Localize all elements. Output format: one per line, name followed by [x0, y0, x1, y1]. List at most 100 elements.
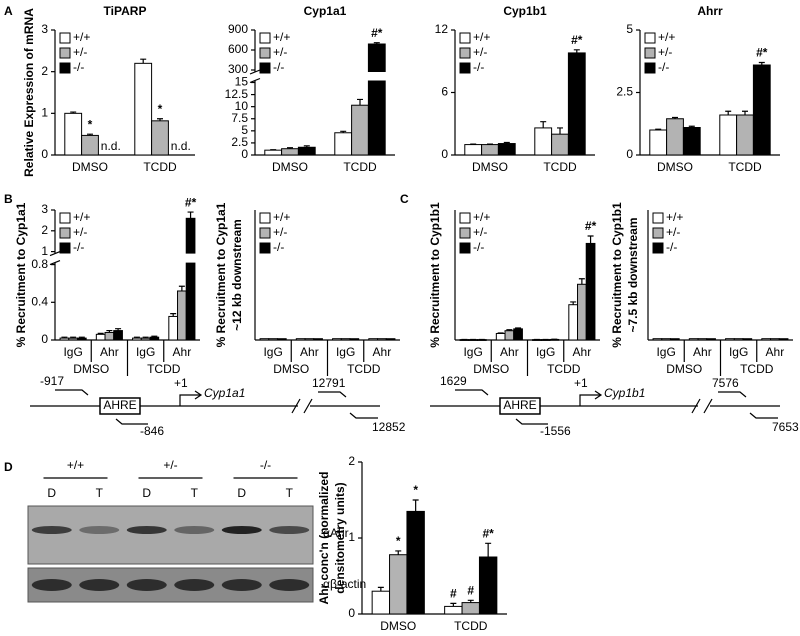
- bar: [264, 149, 283, 156]
- x-tick-label: IgG: [536, 345, 555, 359]
- panel-label: C: [400, 192, 409, 206]
- error-bar: [688, 125, 695, 128]
- error-bar: [70, 111, 77, 114]
- legend-swatch: [59, 227, 71, 239]
- x-tick-label: IgG: [656, 345, 675, 359]
- error-bar: [742, 110, 748, 115]
- bar: [313, 338, 323, 341]
- group-label: DMSO: [273, 362, 309, 376]
- legend-label: +/+: [73, 30, 90, 44]
- x-tick-label: Ahr: [693, 345, 712, 359]
- bar: [461, 602, 480, 615]
- bar: [551, 133, 569, 156]
- error-bar: [758, 61, 765, 65]
- group-label: TCDD: [547, 362, 581, 376]
- x-tick-label: IgG: [263, 345, 282, 359]
- significance-label: n.d.: [101, 139, 121, 153]
- x-tick-label: IgG: [63, 345, 82, 359]
- x-tick-label: Ahr: [300, 345, 319, 359]
- bar: [268, 338, 278, 341]
- error-bar: [578, 278, 585, 285]
- chart-title: Cyp1b1: [503, 4, 547, 18]
- legend-swatch: [644, 62, 656, 74]
- error-bar: [655, 128, 662, 130]
- blot-membrane: [27, 505, 314, 565]
- blot-band: [79, 526, 120, 534]
- error-bar: [570, 301, 577, 305]
- x-tick-label: Ahr: [500, 345, 519, 359]
- bar: [340, 338, 351, 341]
- significance-label: #*: [571, 33, 583, 47]
- bar: [585, 242, 596, 341]
- bar: [297, 146, 316, 156]
- significance-label: #: [467, 583, 474, 597]
- significance-label: n.d.: [171, 139, 191, 153]
- primer-label: 1629: [440, 374, 467, 388]
- significance-label: #*: [482, 526, 494, 540]
- y-tick-label: 3: [41, 202, 48, 216]
- y-tick-label: 1: [41, 244, 48, 258]
- legend-swatch: [644, 32, 656, 44]
- break-mark: [691, 398, 713, 414]
- error-bar: [470, 143, 477, 145]
- legend-swatch: [59, 32, 71, 44]
- y-tick-label: 3: [41, 22, 48, 36]
- bar: [295, 338, 306, 341]
- tss-label: +1: [574, 376, 588, 390]
- bar: [377, 338, 387, 341]
- error-bar: [151, 335, 158, 338]
- bar: [68, 337, 78, 341]
- error-bar: [287, 147, 293, 149]
- bar: [132, 337, 142, 341]
- legend-label: +/-: [473, 225, 487, 239]
- genotype-label: +/+: [67, 458, 84, 472]
- y-tick-label: 1: [41, 106, 48, 120]
- blot-band: [79, 579, 120, 591]
- primer-reverse: [515, 418, 548, 425]
- panel-label: B: [4, 192, 13, 206]
- legend-swatch: [59, 242, 71, 254]
- axis-break: [254, 72, 396, 81]
- y-tick-label: 12.5: [225, 87, 249, 101]
- error-bar: [340, 130, 347, 133]
- significance-label: #*: [756, 46, 768, 60]
- bar: [64, 112, 83, 156]
- bar: [688, 338, 699, 341]
- error-bar: [485, 542, 492, 557]
- bar: [464, 144, 483, 156]
- significance-label: *: [158, 102, 163, 116]
- x-tick-label: TCDD: [454, 619, 488, 633]
- significance-label: #*: [371, 26, 383, 40]
- blot-band: [221, 526, 262, 534]
- y-tick-label: 900: [228, 22, 248, 36]
- error-bar: [725, 110, 732, 115]
- error-bar: [506, 329, 513, 331]
- blot-band: [31, 579, 72, 591]
- bar: [770, 338, 780, 341]
- y-axis-label: ~12 kb downstream: [230, 219, 244, 331]
- legend-swatch: [259, 32, 271, 44]
- x-tick-label: TCDD: [343, 160, 377, 174]
- y-axis-label: Relative Expression of mRNA: [22, 8, 36, 177]
- y-axis-label: % Recruitment to Cyp1a1: [214, 202, 228, 347]
- tss-label: +1: [174, 376, 188, 390]
- y-tick-label: 0: [441, 147, 448, 161]
- error-bar: [140, 58, 147, 64]
- bar: [185, 217, 196, 341]
- legend-label: -/-: [73, 60, 84, 74]
- group-label: TCDD: [347, 362, 381, 376]
- bar: [697, 338, 708, 341]
- error-bar: [503, 141, 510, 144]
- error-bar: [78, 336, 85, 339]
- primer-reverse: [349, 412, 378, 419]
- blot-band: [126, 579, 167, 591]
- legend-label: -/-: [473, 60, 484, 74]
- bar: [259, 338, 270, 341]
- genotype-label: +/-: [163, 458, 177, 472]
- legend-swatch: [644, 47, 656, 59]
- significance-label: *: [396, 534, 401, 548]
- x-tick-label: DMSO: [272, 160, 308, 174]
- bar: [332, 338, 342, 341]
- legend-swatch: [59, 62, 71, 74]
- y-tick-label: 1: [348, 530, 355, 544]
